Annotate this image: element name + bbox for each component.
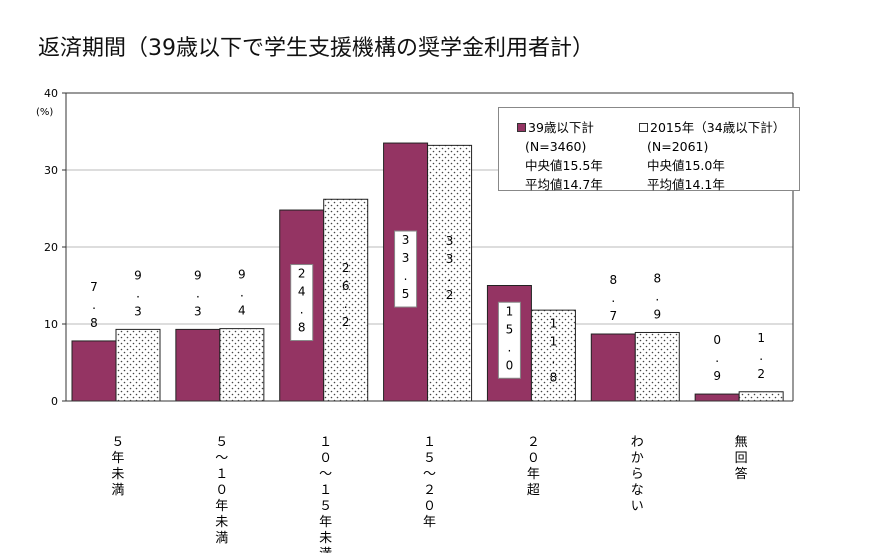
legend-n-1: (N=3460) [525,139,587,154]
legend-mean-1: 平均値14.7年 [525,177,603,192]
legend-swatch-dots [639,123,648,132]
bar [115,328,161,402]
x-tick-label: １０～１５年未満 [319,435,332,553]
legend-n-2: (N=2061) [647,139,709,154]
legend-series-2: 2015年（34歳以下計） [650,120,786,135]
bar [694,393,740,402]
data-label: 9.4 [238,268,246,318]
bar [175,328,221,402]
y-tick-label: 10 [44,318,58,331]
data-label: 0.9 [713,333,721,383]
bar [634,331,680,402]
x-tick-label: 無回答 [735,435,748,482]
x-tick-label: １５～２０年 [423,435,436,530]
y-tick-label: 0 [51,395,58,408]
data-label: 9.3 [194,268,202,318]
y-tick-label: 40 [44,87,58,100]
x-tick-label: わからない [631,435,644,514]
data-label: 8.9 [653,271,661,321]
x-tick-label: ２０年超 [527,435,540,498]
data-label: 1.2 [757,331,765,381]
bar [323,198,369,402]
y-axis-unit: (%) [36,107,53,118]
bar [427,144,473,402]
data-label-box [497,301,521,379]
data-label-box [290,264,314,342]
data-label: 7.8 [90,280,98,330]
legend-mean-2: 平均値14.1年 [647,177,725,192]
bar [590,333,636,402]
legend: 39歳以下計 (N=3460) 中央値15.5年 平均値14.7年 2015年（… [498,107,800,192]
chart-title: 返済期間（39歳以下で学生支援機構の奨学金利用者計） [38,36,594,61]
bar [530,309,576,402]
legend-median-2: 中央値15.0年 [647,158,725,173]
data-label: 9.3 [134,268,142,318]
x-tick-label: ５～１０年未満 [215,435,228,546]
bar [219,328,265,402]
y-tick-label: 30 [44,164,58,177]
bar [71,340,117,402]
x-tick-label: ５年未満 [111,435,124,498]
bar [738,391,784,402]
y-tick-label: 20 [44,241,58,254]
legend-swatch-solid [517,123,526,132]
data-label-box [394,230,418,308]
legend-median-1: 中央値15.5年 [525,158,603,173]
legend-series-1: 39歳以下計 [528,120,594,135]
data-label: 8.7 [609,273,617,323]
